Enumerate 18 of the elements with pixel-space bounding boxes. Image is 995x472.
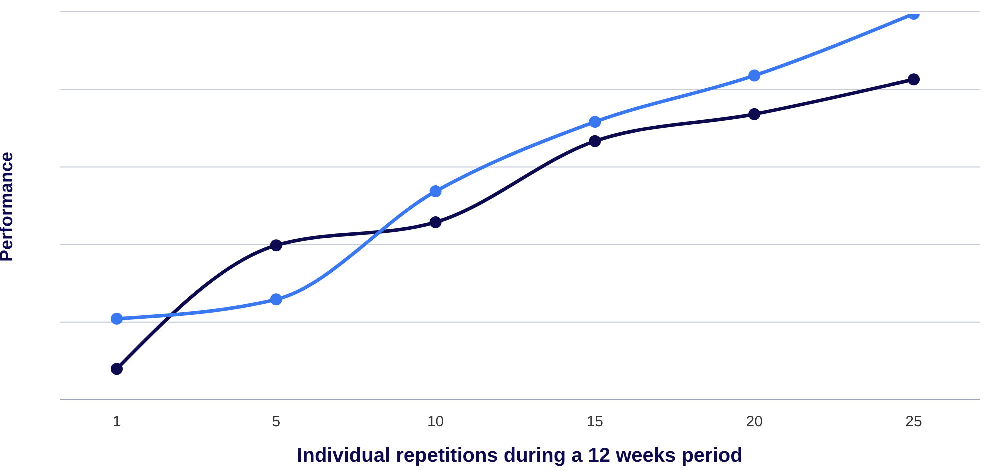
point	[748, 108, 761, 120]
point	[430, 186, 442, 198]
point	[111, 312, 123, 325]
x-tick-label: 15	[586, 414, 604, 431]
point	[589, 116, 602, 128]
point	[270, 240, 282, 252]
point	[111, 363, 123, 376]
point	[748, 70, 761, 82]
point	[908, 74, 920, 86]
x-tick-label: 5	[272, 414, 281, 431]
x-tick-label: 25	[906, 414, 922, 431]
point	[270, 294, 282, 306]
x-tick-label: 10	[427, 414, 444, 431]
x-axis-title: Individual repetitions during a 12 weeks period	[297, 445, 743, 467]
point	[589, 135, 602, 148]
x-tick-label: 20	[746, 414, 763, 431]
point	[430, 216, 442, 228]
x-tick-label: 1	[112, 414, 122, 431]
